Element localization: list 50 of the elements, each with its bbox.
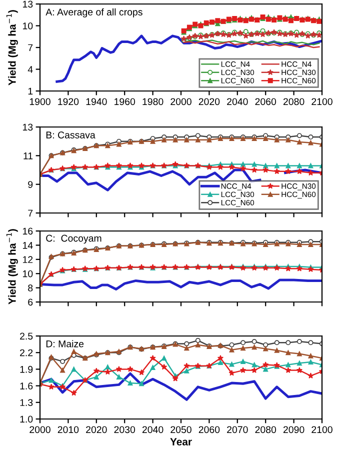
x-tick-label: 2040 <box>142 426 164 434</box>
x-tick-label: 2070 <box>227 426 248 434</box>
x-tick-label: 2030 <box>114 426 136 434</box>
x-tick-label: 1960 <box>114 98 136 106</box>
y-tick-label: 13 <box>22 124 33 131</box>
x-tick-label: 2050 <box>170 426 192 434</box>
y-tick-label: 7 <box>28 210 33 217</box>
y-tick-label: 14 <box>22 242 33 249</box>
y-tick-label: 9 <box>28 181 33 188</box>
x-tick-label: 2020 <box>86 426 107 434</box>
x-tick-label: 2060 <box>255 98 276 106</box>
x-tick-label: 1920 <box>58 98 79 106</box>
y-tick-label: 7 <box>28 44 33 52</box>
y-tick-label: 10 <box>22 22 33 30</box>
y-axis-title: Yield (Mg ha$^{−1}$) <box>6 229 18 304</box>
y-tick-label: 1.0 <box>20 416 33 423</box>
y-tick-label: 16 <box>22 228 33 235</box>
x-tick-label: 2080 <box>283 98 304 106</box>
y-tick-label: 1.9 <box>20 366 33 373</box>
x-tick-label: 1900 <box>30 98 50 106</box>
y-tick-label: 4 <box>28 66 33 73</box>
y-tick-label: 2.2 <box>20 349 33 356</box>
y-tick-label: 11 <box>24 152 33 160</box>
y-tick-label: 1 <box>28 88 33 95</box>
x-tick-label: 1980 <box>142 98 164 106</box>
x-tick-label: 1940 <box>86 98 107 106</box>
chart-title: B: Cassava <box>46 132 96 138</box>
y-tick-label: 10 <box>22 270 33 278</box>
chart-title: A: Average of all crops <box>46 8 142 18</box>
y-tick-label: 13 <box>22 0 33 8</box>
y-tick-label: 12 <box>22 256 33 263</box>
chart-title: D: Maize <box>46 340 84 348</box>
y-axis-title: Yield (Mg ha$^{−1}$) <box>6 10 18 86</box>
y-tick-label: 8 <box>28 284 33 292</box>
y-tick-label: 1.6 <box>20 382 33 390</box>
x-tick-label: 2100 <box>312 98 332 106</box>
x-tick-label: 2040 <box>227 98 248 106</box>
x-tick-label: 2000 <box>30 426 50 434</box>
x-tick-label: 2010 <box>58 426 79 434</box>
x-tick-label: 2020 <box>198 98 220 106</box>
y-tick-label: 6 <box>28 298 33 306</box>
x-tick-label: 2100 <box>312 426 332 434</box>
x-tick-label: 2000 <box>170 98 192 106</box>
x-tick-label: 2090 <box>283 426 304 434</box>
x-tick-label: 2060 <box>198 426 220 434</box>
y-tick-label: 2.5 <box>20 332 33 340</box>
chart-title: C: Cocoyam <box>46 234 102 244</box>
y-tick-label: 1.3 <box>20 399 33 406</box>
x-tick-label: 2080 <box>255 426 276 434</box>
x-axis-title: Year <box>170 438 192 446</box>
